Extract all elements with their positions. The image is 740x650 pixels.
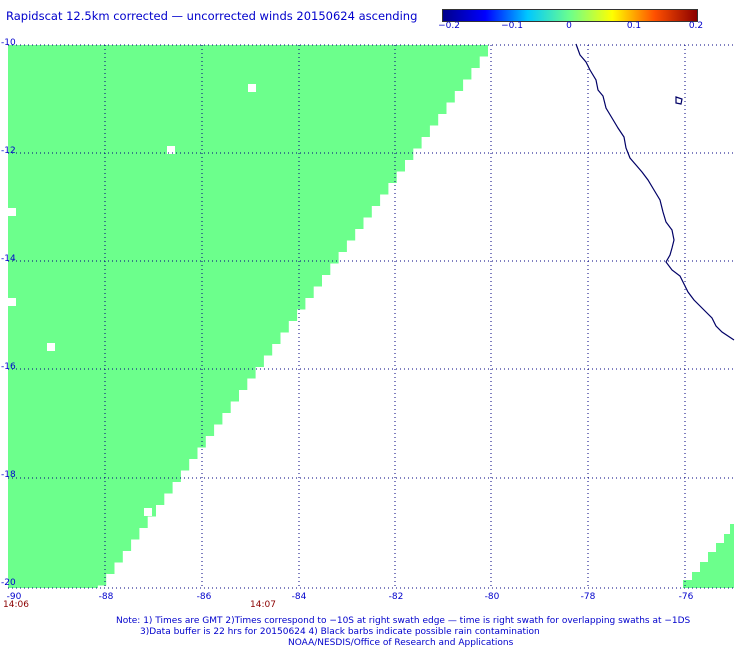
missing-pixel — [167, 146, 175, 154]
colorbar-label: 0 — [566, 21, 572, 31]
swath-time: 14:07 — [250, 600, 276, 610]
lon-label: -80 — [484, 592, 500, 602]
missing-pixel — [8, 298, 16, 306]
swath-area — [683, 524, 734, 588]
note-line: 3)Data buffer is 22 hrs for 20150624 4) … — [140, 627, 540, 637]
lon-label: -78 — [580, 592, 596, 602]
lat-label: -16 — [1, 362, 16, 372]
note-line: Note: 1) Times are GMT 2)Times correspon… — [116, 616, 691, 626]
lon-label: -76 — [678, 592, 694, 602]
colorbar-label: −0.1 — [501, 21, 523, 31]
lat-label: -18 — [1, 470, 16, 480]
note-line: NOAA/NESDIS/Office of Research and Appli… — [288, 638, 514, 648]
missing-pixel — [8, 208, 16, 216]
coastline — [575, 43, 735, 341]
swath-time: 14:06 — [3, 600, 29, 610]
lon-label: -82 — [388, 592, 404, 602]
lat-label: -14 — [1, 254, 16, 264]
lon-label: -90 — [6, 592, 22, 602]
lat-lon-grid — [8, 44, 734, 589]
colorbar — [442, 9, 698, 22]
island — [675, 96, 683, 105]
wind-swath-right — [683, 524, 734, 588]
missing-pixel — [144, 508, 152, 516]
lat-label: -20 — [1, 578, 16, 588]
wind-swath-left — [8, 45, 488, 588]
map-title: Rapidscat 12.5km corrected — uncorrected… — [6, 9, 418, 23]
lon-label: -84 — [291, 592, 307, 602]
lon-label: -86 — [196, 592, 212, 602]
swath-area — [8, 45, 488, 588]
colorbar-label: 0.1 — [626, 21, 642, 31]
missing-pixel — [47, 343, 55, 351]
colorbar-label: 0.2 — [688, 21, 704, 31]
lon-label: -88 — [98, 592, 114, 602]
missing-data-pixels — [8, 84, 256, 516]
missing-pixel — [248, 84, 256, 92]
colorbar-label: −0.2 — [438, 21, 460, 31]
lat-label: -12 — [1, 146, 16, 156]
lat-label: -10 — [1, 38, 16, 48]
